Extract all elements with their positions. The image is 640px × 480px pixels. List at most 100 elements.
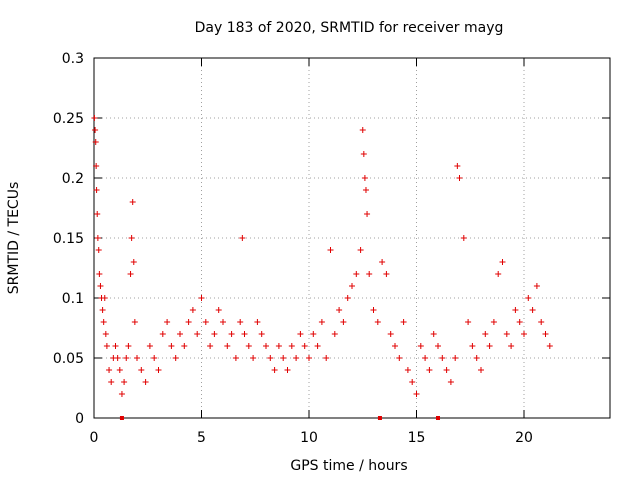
data-point bbox=[237, 319, 244, 325]
data-point bbox=[360, 151, 367, 157]
axis-ticks: 0 0.05 0.1 0.15 0.2 0.25 0.3 0 5 10 15 20 bbox=[53, 51, 610, 446]
data-point bbox=[357, 247, 364, 253]
data-point bbox=[102, 331, 109, 337]
data-point bbox=[103, 343, 110, 349]
data-point bbox=[142, 379, 149, 385]
data-point bbox=[318, 319, 325, 325]
data-point bbox=[469, 343, 476, 349]
x-axis-label: GPS time / hours bbox=[290, 458, 407, 474]
data-point bbox=[456, 175, 463, 181]
data-point bbox=[108, 379, 115, 385]
data-point bbox=[95, 247, 102, 253]
data-point bbox=[129, 199, 136, 205]
data-point bbox=[207, 343, 214, 349]
data-point bbox=[512, 307, 519, 313]
data-point bbox=[116, 367, 123, 373]
data-point bbox=[164, 319, 171, 325]
data-point bbox=[336, 307, 343, 313]
data-point bbox=[101, 295, 108, 301]
data-point bbox=[215, 307, 222, 313]
data-point bbox=[232, 355, 239, 361]
data-point bbox=[138, 367, 145, 373]
data-point bbox=[130, 259, 137, 265]
y-tick-label: 0.15 bbox=[53, 231, 84, 247]
data-point bbox=[220, 319, 226, 325]
data-point bbox=[426, 367, 433, 373]
data-point bbox=[151, 355, 158, 361]
data-point bbox=[106, 367, 113, 373]
data-point bbox=[112, 343, 119, 349]
data-point bbox=[94, 235, 101, 241]
data-point bbox=[306, 355, 312, 361]
data-point bbox=[172, 355, 179, 361]
data-point bbox=[344, 295, 351, 301]
data-point bbox=[155, 367, 162, 373]
data-point bbox=[288, 343, 295, 349]
data-point bbox=[177, 331, 183, 337]
axis-markers bbox=[119, 416, 440, 420]
data-point bbox=[516, 319, 523, 325]
data-point bbox=[323, 355, 330, 361]
data-point bbox=[121, 379, 128, 385]
data-point bbox=[525, 295, 532, 301]
data-point bbox=[417, 343, 424, 349]
data-point bbox=[443, 367, 450, 373]
data-point bbox=[280, 355, 287, 361]
data-point bbox=[439, 355, 446, 361]
data-point bbox=[430, 331, 437, 337]
data-point bbox=[146, 343, 153, 349]
data-point bbox=[499, 259, 506, 265]
x-tick-label: 0 bbox=[90, 430, 99, 446]
data-point bbox=[383, 271, 390, 277]
data-point bbox=[310, 331, 317, 337]
data-point bbox=[131, 319, 138, 325]
data-point bbox=[168, 343, 175, 349]
data-point bbox=[379, 259, 386, 265]
data-point bbox=[91, 115, 98, 121]
data-point bbox=[490, 319, 497, 325]
data-point bbox=[245, 343, 252, 349]
data-point bbox=[413, 391, 420, 397]
data-point bbox=[128, 235, 135, 241]
axis-marker bbox=[119, 416, 124, 420]
data-point bbox=[538, 319, 545, 325]
data-point bbox=[185, 319, 192, 325]
x-tick-label: 15 bbox=[408, 430, 426, 446]
axis-marker bbox=[377, 416, 382, 420]
data-point bbox=[284, 367, 291, 373]
data-point bbox=[239, 235, 246, 241]
data-point bbox=[503, 331, 510, 337]
data-point bbox=[473, 355, 480, 361]
data-point bbox=[125, 343, 132, 349]
data-point bbox=[194, 331, 201, 337]
data-point bbox=[349, 283, 355, 289]
data-point bbox=[92, 139, 99, 145]
data-point bbox=[202, 319, 209, 325]
data-point bbox=[241, 331, 248, 337]
data-point bbox=[478, 367, 484, 373]
data-point bbox=[93, 187, 100, 193]
data-point bbox=[409, 379, 416, 385]
data-point bbox=[340, 319, 347, 325]
y-tick-label: 0 bbox=[75, 411, 84, 427]
data-point bbox=[353, 271, 360, 277]
data-point bbox=[396, 355, 403, 361]
data-point bbox=[267, 355, 274, 361]
data-point bbox=[546, 343, 553, 349]
data-point bbox=[387, 331, 394, 337]
data-point bbox=[97, 283, 104, 289]
data-point bbox=[542, 331, 549, 337]
data-point bbox=[331, 331, 338, 337]
y-tick-label: 0.3 bbox=[62, 51, 84, 67]
data-point bbox=[366, 271, 373, 277]
data-point bbox=[94, 211, 101, 217]
data-point bbox=[362, 187, 369, 193]
data-point bbox=[422, 355, 429, 361]
data-points bbox=[91, 115, 553, 397]
data-point bbox=[400, 319, 407, 325]
data-point bbox=[404, 367, 411, 373]
data-point bbox=[529, 307, 536, 313]
data-point bbox=[258, 331, 265, 337]
data-point bbox=[228, 331, 235, 337]
